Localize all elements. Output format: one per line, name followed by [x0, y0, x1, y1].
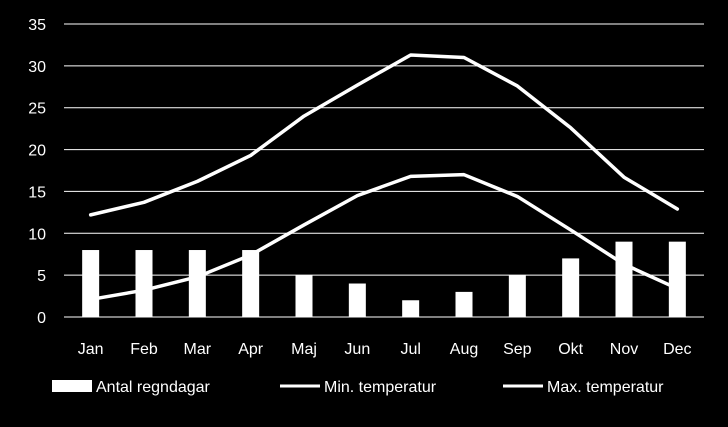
x-tick-label: Apr — [238, 341, 264, 358]
x-tick-label: Sep — [503, 341, 532, 358]
bar-series-antal-regndagar — [82, 241, 686, 317]
bar — [562, 258, 580, 317]
bar — [135, 250, 153, 317]
x-tick-label: Feb — [130, 341, 158, 358]
bar — [188, 250, 206, 317]
y-tick-label: 5 — [37, 268, 46, 285]
bar — [668, 241, 686, 317]
y-tick-label: 15 — [28, 184, 46, 201]
y-tick-label: 0 — [37, 310, 46, 327]
x-tick-label: Jul — [400, 341, 420, 358]
bar — [295, 275, 313, 317]
line-series — [88, 53, 680, 302]
bar — [508, 275, 526, 317]
gridlines — [64, 23, 704, 318]
x-tick-label: Mar — [184, 341, 212, 358]
x-tick-label: Okt — [558, 341, 583, 358]
series-line-min-temperatur — [88, 172, 680, 302]
y-tick-label: 10 — [28, 226, 46, 243]
x-tick-label: Maj — [291, 341, 317, 358]
y-tick-label: 20 — [28, 143, 46, 160]
legend: Antal regndagar Min. temperatur Max. tempe… — [52, 379, 664, 396]
bar — [242, 250, 260, 317]
x-tick-label: Nov — [610, 341, 638, 358]
legend-swatch-bar — [52, 380, 92, 392]
bar — [615, 241, 633, 317]
x-tick-label: Jun — [344, 341, 370, 358]
x-tick-label: Dec — [663, 341, 691, 358]
x-tick-label: Aug — [450, 341, 478, 358]
y-tick-label: 35 — [28, 17, 46, 34]
y-tick-label: 25 — [28, 101, 46, 118]
bar — [82, 250, 100, 317]
series-line-max-temperatur — [88, 53, 680, 217]
x-axis-tick-labels: Jan Feb Mar Apr Maj Jun Jul Aug Sep Okt Nov Dec — [78, 341, 692, 358]
legend-label: Antal regndagar — [96, 379, 211, 396]
y-axis-tick-labels: 0 5 10 15 20 25 30 35 — [28, 17, 46, 327]
bar — [455, 291, 473, 317]
legend-label: Min. temperatur — [324, 379, 437, 396]
bar — [348, 283, 366, 317]
legend-label: Max. temperatur — [547, 379, 664, 396]
bar — [402, 300, 420, 317]
x-tick-label: Jan — [78, 341, 104, 358]
y-tick-label: 30 — [28, 59, 46, 76]
